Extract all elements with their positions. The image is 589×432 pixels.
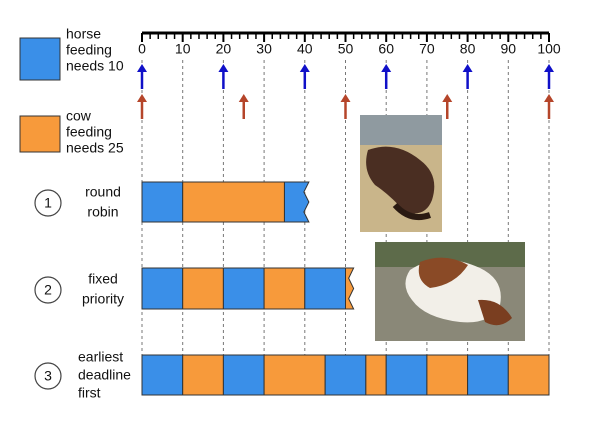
layer: 0 10 20 30 40 50 60 70 80 90 100horsefeedingneeds …: [19, 26, 561, 401]
legend-text: feeding: [66, 124, 112, 140]
row-number: 1: [44, 195, 52, 211]
schedule-segment: [141, 181, 184, 223]
cow-patch: [418, 257, 468, 288]
schedule-segment: [345, 267, 355, 310]
tick-label: 20: [216, 41, 232, 57]
horse-head: [392, 202, 431, 220]
row-label: earliest: [78, 349, 123, 365]
arrow: [340, 94, 351, 119]
schedule-segment: [283, 181, 310, 223]
row-circle: [34, 276, 62, 304]
arrow: [137, 94, 147, 119]
arrow-head: [137, 64, 147, 72]
schedule-segment: [182, 181, 285, 223]
tick-label: 30: [256, 41, 272, 57]
tick-label: 90: [501, 41, 517, 57]
tick-label: 60: [378, 41, 394, 57]
arrow-head: [299, 64, 310, 72]
schedule-segment: [182, 354, 224, 396]
schedule-segment: [324, 354, 367, 396]
photo-wall: [360, 115, 442, 145]
arrow-head: [462, 64, 473, 72]
schedule-segment: [182, 267, 224, 310]
row-label: robin: [87, 204, 118, 220]
arrow: [544, 94, 554, 119]
schedule-segment: [263, 354, 326, 396]
schedule-segment: [141, 354, 184, 396]
arrow-head: [238, 94, 249, 102]
tick-label: 10: [175, 41, 191, 57]
tick-label: 70: [419, 41, 435, 57]
arrow: [137, 64, 147, 89]
schedule-segment: [426, 354, 469, 396]
arrow-head: [442, 94, 453, 102]
legend-swatch: [19, 115, 61, 153]
schedule-segment: [467, 354, 509, 396]
legend-text: feeding: [66, 42, 112, 58]
schedule-segment: [304, 267, 346, 310]
horse-photo: [360, 115, 442, 232]
row-label: round: [85, 184, 121, 200]
arrow: [299, 64, 310, 89]
tick-label: 100: [537, 41, 561, 57]
schedule-segment: [222, 354, 265, 396]
row-label: priority: [82, 291, 124, 307]
row-number: 2: [44, 282, 52, 298]
tick-label: 80: [460, 41, 476, 57]
tick-label: 0: [138, 41, 146, 57]
row-label: first: [78, 385, 101, 401]
schedule-segment: [141, 267, 184, 310]
arrow-head: [544, 64, 554, 72]
arrow: [218, 64, 229, 89]
schedule-segment: [385, 354, 428, 396]
schedule-segment: [263, 267, 306, 310]
cow-head: [478, 299, 512, 326]
arrow-head: [218, 64, 229, 72]
arrow: [462, 64, 473, 89]
arrow: [544, 64, 554, 89]
row-circle: [34, 362, 62, 390]
row-circle: [34, 189, 62, 217]
arrow-head: [544, 94, 554, 102]
legend-text: needs 25: [66, 140, 124, 156]
tick-label: 40: [297, 41, 313, 57]
arrow-head: [137, 94, 147, 102]
horse-shape: [366, 146, 435, 214]
arrow: [381, 64, 392, 89]
arrow-head: [340, 94, 351, 102]
legend-text: cow: [66, 108, 92, 124]
schedule-segment: [222, 267, 265, 310]
tick-label: 50: [338, 41, 354, 57]
row-label: deadline: [78, 367, 131, 383]
arrow: [238, 94, 249, 119]
row-label: fixed: [88, 271, 118, 287]
schedule-segment: [507, 354, 550, 396]
row-number: 3: [44, 368, 52, 384]
legend-swatch: [19, 37, 61, 81]
cow-photo: [375, 242, 525, 341]
arrow: [442, 94, 453, 119]
arrow-head: [381, 64, 392, 72]
schedule-segment: [365, 354, 387, 396]
legend-text: horse: [66, 26, 101, 42]
legend-text: needs 10: [66, 58, 124, 74]
